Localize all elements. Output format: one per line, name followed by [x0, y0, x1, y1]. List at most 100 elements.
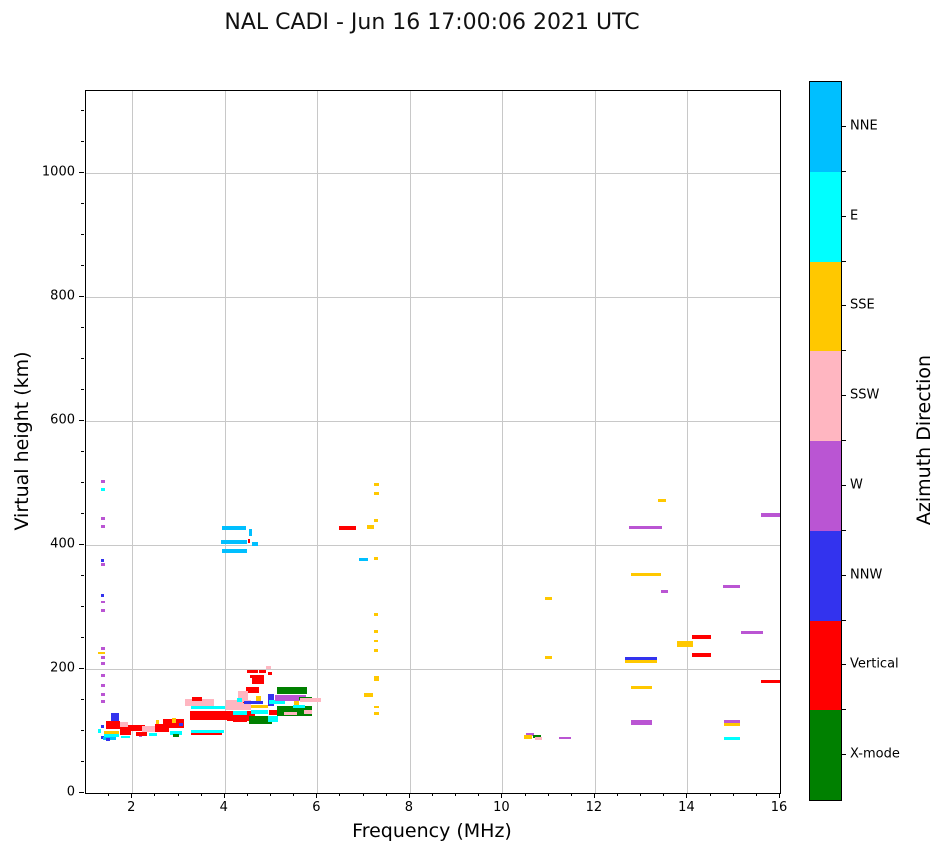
echo-point-vertical [233, 715, 247, 722]
x-tick-label: 6 [312, 800, 321, 815]
x-axis-minor-tick [709, 793, 711, 796]
echo-point-vertical [246, 669, 259, 674]
echo-point-sse [544, 656, 553, 660]
colorbar-segment-nne [810, 82, 841, 172]
echo-point-vertical [268, 709, 283, 715]
x-axis-minor-tick [362, 793, 364, 796]
echo-point-sse [251, 705, 268, 709]
echo-point-sse [373, 648, 379, 652]
echo-point-vertical [267, 671, 272, 675]
echo-point-e [268, 699, 285, 704]
echo-point-vertical [259, 669, 267, 674]
echo-point-sse [625, 659, 657, 664]
echo-point-vertical [245, 686, 260, 694]
x-axis-label: Frequency (MHz) [352, 820, 512, 842]
y-tick-label: 800 [50, 288, 75, 304]
echo-point-x-mode [276, 686, 307, 695]
echo-point-sse [255, 695, 262, 705]
gridline-vertical [594, 91, 596, 793]
x-axis-minor-tick [640, 793, 642, 796]
echo-point-ssw [283, 712, 298, 716]
echo-point-w [101, 562, 105, 566]
echo-point-sse [172, 718, 176, 723]
x-axis-major-tick [131, 793, 133, 798]
x-axis-major-tick [779, 793, 780, 798]
y-tick-label: 0 [66, 784, 75, 800]
echo-point-e [98, 729, 102, 733]
colorbar-boundary-tick [842, 170, 846, 172]
x-tick-label: 8 [404, 800, 413, 815]
echo-point-vertical [338, 526, 356, 531]
x-tick-label: 4 [219, 800, 228, 815]
chart-title: NAL CADI - Jun 16 17:00:06 2021 UTC [224, 10, 640, 35]
echo-point-w [101, 524, 105, 528]
x-axis-major-tick [223, 793, 225, 798]
echo-point-e [191, 730, 225, 734]
echo-point-sse [373, 491, 379, 495]
y-tick-label: 200 [50, 660, 75, 676]
x-axis-minor-tick [570, 793, 572, 796]
y-axis-major-tick [79, 792, 84, 793]
x-axis-minor-tick [293, 793, 295, 796]
echo-point-sse [524, 735, 532, 740]
y-axis-minor-tick [81, 574, 84, 576]
colorbar-boundary-tick [842, 529, 846, 531]
echo-point-sse [630, 686, 652, 690]
colorbar-label-sse: SSE [850, 297, 875, 313]
echo-point-vertical [692, 652, 711, 657]
y-tick-label: 600 [50, 412, 75, 428]
echo-point-vertical [155, 724, 170, 732]
colorbar-segment-e [810, 171, 841, 262]
x-axis-minor-tick [663, 793, 665, 796]
y-axis-minor-tick [81, 481, 84, 483]
y-axis-major-tick [79, 295, 84, 297]
echo-point-vertical [192, 697, 202, 702]
gridline-horizontal [86, 296, 780, 298]
colorbar-tick [842, 305, 846, 307]
colorbar-label-vertical: Vertical [850, 656, 899, 672]
echo-point-sse [374, 705, 379, 708]
colorbar-tick [842, 484, 846, 486]
echo-point-ssw [120, 722, 129, 728]
colorbar-label-x-mode: X-mode [850, 746, 900, 762]
echo-point-w [526, 733, 534, 736]
echo-point-nnw [110, 712, 119, 721]
gridline-vertical [224, 91, 226, 793]
colorbar-tick [842, 574, 846, 576]
colorbar-segment-nnw [810, 530, 841, 621]
echo-point-nne [251, 542, 259, 547]
colorbar-segment-w [810, 441, 841, 531]
x-tick-label: 14 [678, 800, 695, 815]
echo-point-ssw [535, 737, 542, 740]
echo-point-e [101, 488, 105, 492]
y-axis-major-tick [79, 543, 84, 545]
echo-point-w [101, 608, 105, 612]
echo-point-vertical [190, 732, 223, 736]
echo-point-vertical [250, 674, 265, 678]
echo-point-vertical [135, 732, 148, 736]
azimuth-colorbar [809, 81, 842, 801]
echo-point-w [101, 600, 105, 603]
echo-point-w [101, 673, 105, 677]
x-axis-major-tick [408, 793, 410, 798]
echo-point-w [741, 630, 764, 634]
echo-point-sse [367, 525, 374, 529]
echo-point-sse [373, 712, 380, 716]
x-axis-minor-tick [200, 793, 202, 796]
echo-point-sse [724, 722, 741, 726]
x-axis-minor-tick [154, 793, 156, 796]
colorbar-boundary-tick [842, 440, 846, 441]
echo-point-w [101, 683, 105, 687]
colorbar-label-nnw: NNW [850, 567, 883, 583]
colorbar-boundary-tick [842, 709, 846, 711]
echo-point-sse [373, 640, 379, 643]
colorbar-boundary-tick [842, 350, 846, 352]
x-tick-label: 2 [127, 800, 136, 815]
colorbar-boundary-tick [842, 260, 846, 262]
x-axis-minor-tick [478, 793, 480, 796]
echo-point-x-mode [533, 735, 541, 738]
echo-point-vertical [128, 724, 146, 731]
x-axis-minor-tick [108, 793, 110, 796]
y-axis-major-tick [79, 667, 84, 669]
